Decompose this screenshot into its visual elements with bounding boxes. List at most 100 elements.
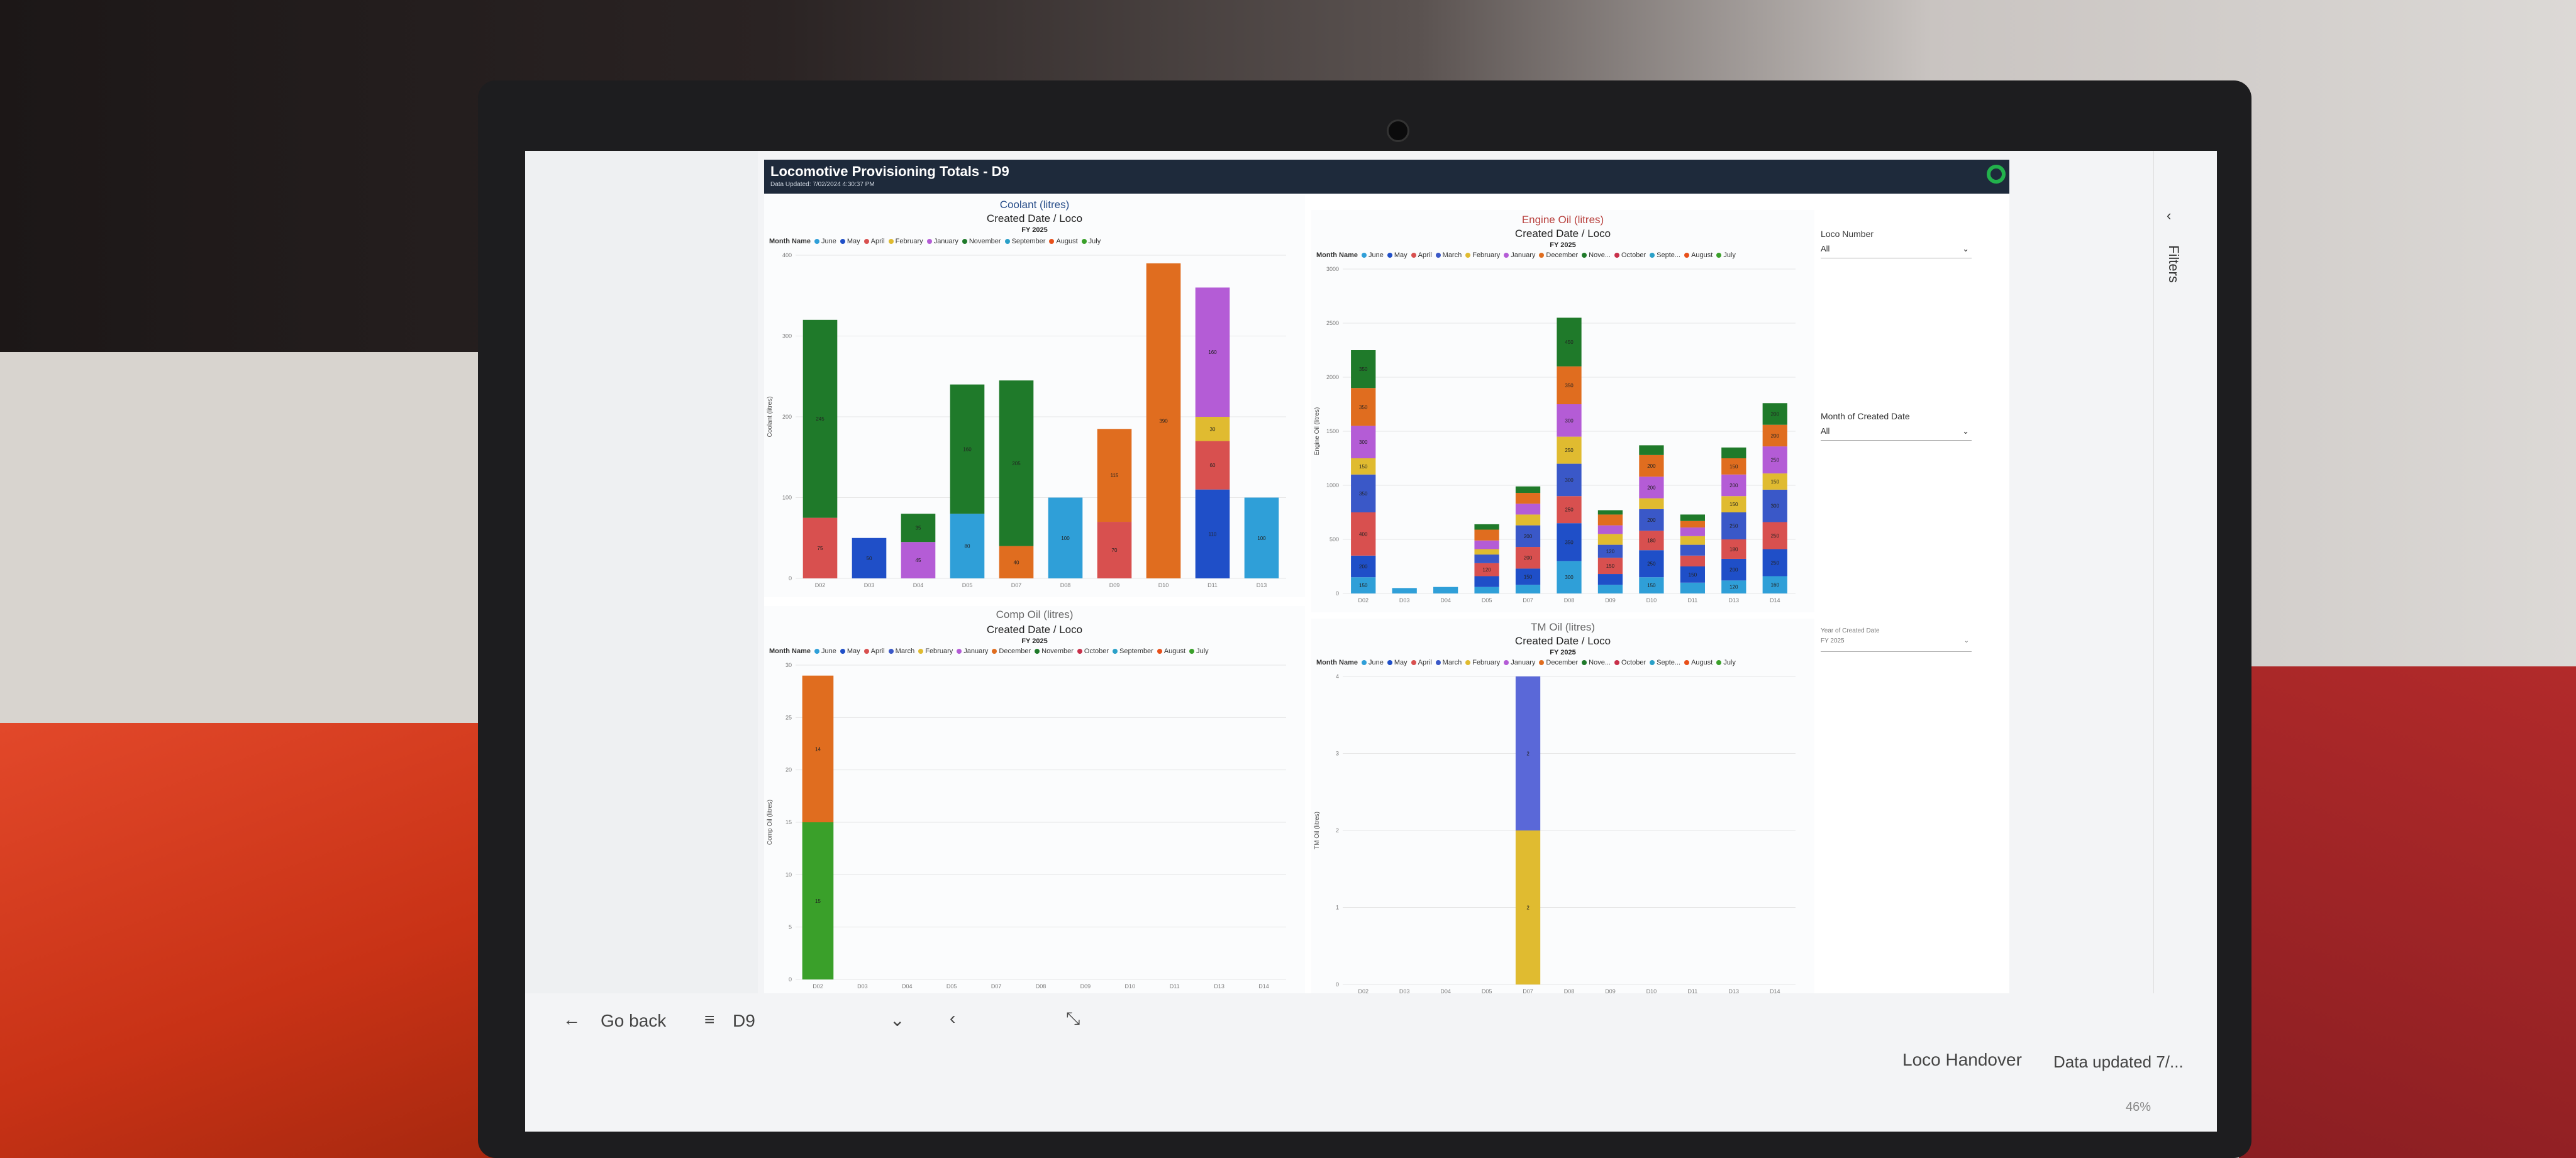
bar-segment[interactable] [999,380,1034,546]
legend-item[interactable]: June [814,648,836,655]
bar-segment[interactable] [1597,574,1623,585]
bar-segment[interactable] [1195,417,1230,441]
legend-item[interactable]: February [888,238,923,245]
filters-pane-toggle[interactable]: ‹ Filters [2153,151,2192,1031]
page-menu-icon[interactable]: ≡ [704,1010,715,1029]
legend-item[interactable]: Nove... [1582,659,1611,666]
zoom-level[interactable]: 46% [2126,1100,2151,1114]
comp-oil-chart[interactable]: Comp Oil (litres) Created Date / Loco FY… [764,606,1305,1008]
bar-segment[interactable] [1721,512,1746,539]
bar-segment[interactable] [1639,577,1664,593]
legend-item[interactable]: January [926,238,958,245]
bar-segment[interactable] [950,384,985,514]
legend-item[interactable]: January [1504,659,1535,666]
bar-segment[interactable] [1680,566,1705,583]
bar-segment[interactable] [1762,446,1787,474]
legend-item[interactable]: December [1539,659,1578,666]
go-back-button[interactable]: Go back [601,1011,667,1030]
bar-segment[interactable] [1721,496,1746,512]
bar-segment[interactable] [1762,489,1787,522]
legend-item[interactable]: April [1411,659,1432,666]
bar-segment[interactable] [1680,555,1705,566]
bar-segment[interactable] [1557,436,1582,464]
year-dropdown[interactable]: FY 2025 ⌄ [1821,637,1972,652]
legend-item[interactable]: July [1716,659,1736,666]
legend-item[interactable]: January [1504,251,1535,259]
legend-item[interactable]: November [962,238,1001,245]
legend-item[interactable]: Septe... [1650,251,1680,259]
bar-segment[interactable] [802,822,834,979]
bar-segment[interactable] [1639,550,1664,578]
bar-segment[interactable] [1351,388,1376,426]
bar-segment[interactable] [1392,588,1417,593]
bar-segment[interactable] [1762,576,1787,593]
bar-segment[interactable] [1762,473,1787,490]
legend-item[interactable]: March [888,648,914,655]
legend-item[interactable]: March [1435,251,1462,259]
month-dropdown[interactable]: All ⌄ [1821,426,1972,441]
bar-segment[interactable] [1244,497,1279,579]
bar-segment[interactable] [1097,429,1132,522]
legend-item[interactable]: May [1387,659,1407,666]
page-selector[interactable]: D9 [733,1011,755,1030]
bar-segment[interactable] [1639,509,1664,531]
bar-segment[interactable] [1721,580,1746,593]
legend-item[interactable]: August [1684,251,1713,259]
bar-segment[interactable] [1351,426,1376,458]
bar-segment[interactable] [1721,458,1746,475]
bar-segment[interactable] [1639,445,1664,455]
bar-segment[interactable] [1433,587,1458,593]
legend-item[interactable]: April [863,648,885,655]
bar-segment[interactable] [1680,536,1705,545]
bar-segment[interactable] [1515,514,1541,526]
bar-segment[interactable] [1721,539,1746,559]
bar-segment[interactable] [802,517,838,578]
bar-segment[interactable] [1515,830,1541,984]
bar-segment[interactable] [1515,547,1541,569]
bar-segment[interactable] [1351,474,1376,512]
bar-segment[interactable] [1048,497,1083,579]
bar-segment[interactable] [1351,512,1376,556]
legend-item[interactable]: July [1081,238,1101,245]
bar-segment[interactable] [1515,486,1541,494]
bar-segment[interactable] [1474,529,1499,541]
legend-item[interactable]: May [1387,251,1407,259]
bar-segment[interactable] [1515,585,1541,593]
bar-segment[interactable] [1557,496,1582,524]
bar-segment[interactable] [1557,366,1582,404]
bar-segment[interactable] [1680,527,1705,536]
bar-segment[interactable] [1515,493,1541,504]
bar-segment[interactable] [1597,525,1623,534]
bar-segment[interactable] [1639,477,1664,499]
loco-handover-link[interactable]: Loco Handover [1902,1050,2022,1069]
legend-item[interactable]: December [1539,251,1578,259]
bar-segment[interactable] [1557,463,1582,497]
chevron-left-icon[interactable]: ‹ [2167,207,2172,223]
bar-segment[interactable] [1515,504,1541,515]
legend-item[interactable]: February [1465,659,1500,666]
bar-segment[interactable] [1351,555,1376,578]
legend-item[interactable]: August [1684,659,1713,666]
bar-segment[interactable] [901,542,936,578]
bar-segment[interactable] [1680,582,1705,593]
bar-segment[interactable] [1195,441,1230,490]
bar-segment[interactable] [1474,576,1499,587]
bar-segment[interactable] [1195,287,1230,417]
bar-segment[interactable] [1146,263,1181,578]
prev-page-icon[interactable]: ‹ [950,1008,956,1028]
tm-oil-chart[interactable]: TM Oil (litres) Created Date / Loco FY 2… [1311,619,1814,1008]
legend-item[interactable]: October [1614,659,1646,666]
legend-item[interactable]: December [992,648,1031,655]
bar-segment[interactable] [1515,568,1541,585]
bar-segment[interactable] [1597,514,1623,526]
bar-segment[interactable] [999,546,1034,578]
legend-item[interactable]: Septe... [1650,659,1680,666]
legend-item[interactable]: June [1362,251,1384,259]
back-arrow-icon[interactable]: ← [563,1010,580,1029]
bar-segment[interactable] [1597,558,1623,575]
legend-item[interactable]: November [1035,648,1074,655]
bar-segment[interactable] [1762,522,1787,549]
bar-segment[interactable] [1351,577,1376,593]
legend-item[interactable]: April [863,238,885,245]
bar-segment[interactable] [1557,317,1582,367]
